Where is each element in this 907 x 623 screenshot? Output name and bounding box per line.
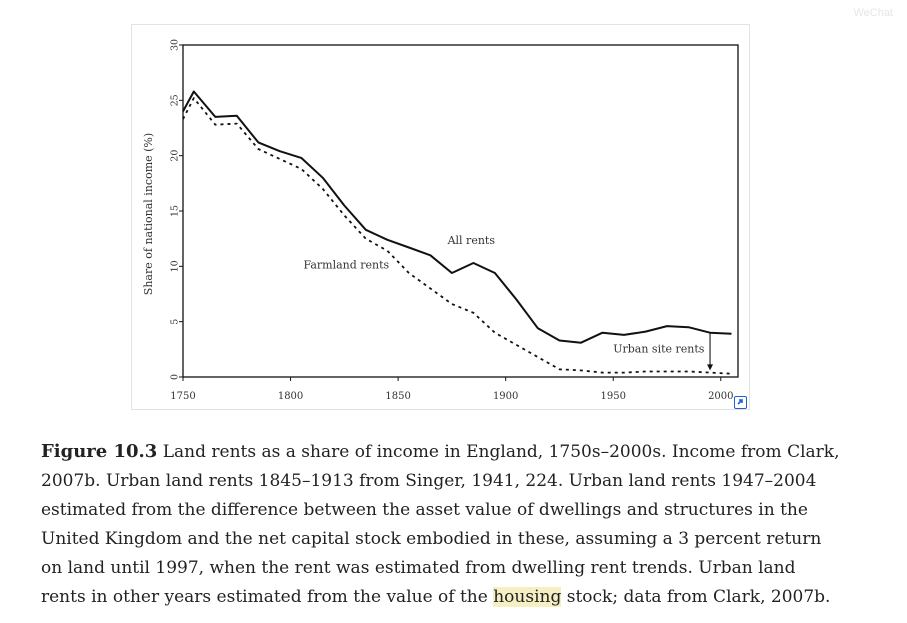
expand-arrow-icon [737, 399, 743, 405]
figure-panel [131, 24, 750, 410]
urban-rents-arrowhead [707, 364, 714, 371]
caption-text: Land rents as a share of income in Engla… [41, 442, 840, 607]
x-tick-label: 1800 [278, 391, 303, 402]
y-tick-label: 30 [170, 39, 181, 51]
x-tick-label: 2000 [708, 391, 733, 402]
y-tick-label: 0 [170, 374, 181, 380]
plot-frame [182, 44, 739, 378]
x-tick-label: 1750 [170, 391, 195, 402]
highlighted-word[interactable]: housing [493, 587, 562, 607]
y-tick-label: 25 [170, 94, 181, 106]
chart-series [182, 90, 732, 375]
annotation-all-rents: All rents [447, 234, 496, 247]
chart-annotations: All rents Farmland rents Urban site rents [303, 234, 714, 371]
series-line-all-rents [182, 90, 732, 344]
y-tick-label: 10 [170, 260, 181, 272]
figure-caption: Figure 10.3 Land rents as a share of inc… [41, 437, 841, 612]
annotation-farmland-rents: Farmland rents [303, 259, 389, 272]
x-tick-label: 1900 [493, 391, 518, 402]
y-tick-label: 20 [170, 150, 181, 162]
caption-text-end: stock; data from Clark, 2007b. [561, 587, 831, 607]
chart-ticks: 0 5 10 15 20 25 30 1750 1800 1850 1900 1950 2000 [170, 39, 734, 402]
y-tick-label: 15 [170, 205, 181, 217]
y-tick-label: 5 [170, 319, 181, 325]
y-axis-label: Share of national income (%) [142, 133, 155, 295]
x-tick-label: 1950 [601, 391, 626, 402]
annotation-urban-site-rents: Urban site rents [613, 343, 705, 356]
chart-axes: Share of national income (%) [142, 44, 739, 378]
x-tick-label: 1850 [385, 391, 410, 402]
figure-label: Figure 10.3 [41, 441, 158, 462]
expand-figure-button[interactable] [734, 396, 747, 409]
series-line-farmland-rents [182, 97, 732, 375]
wechat-watermark: WeChat [853, 7, 893, 19]
